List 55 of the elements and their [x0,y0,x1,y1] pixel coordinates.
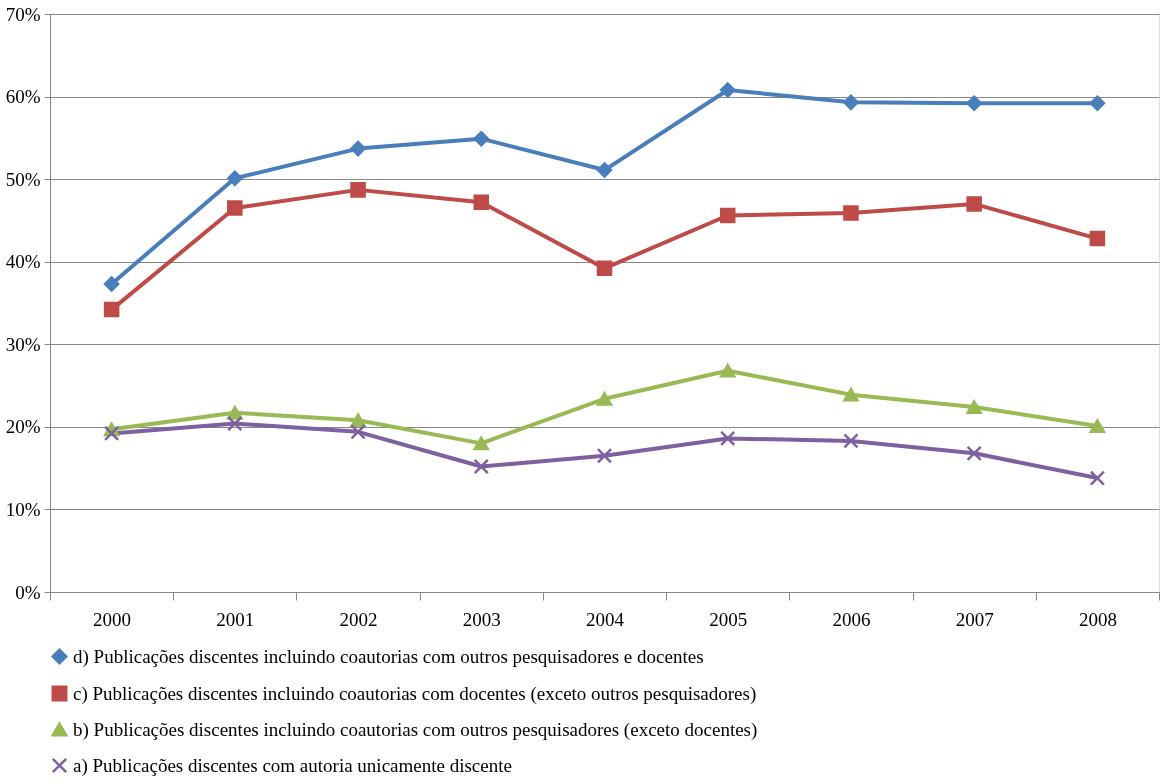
point [1089,419,1106,433]
point [843,387,859,402]
y-tick-label: 60% [5,86,41,108]
point [103,301,120,318]
point [1089,470,1106,486]
y-tick-label: 20% [5,416,41,438]
point [350,413,366,428]
point [843,94,859,111]
legend-label: d) Publicações discentes incluindo coautorias com outros pesquisadores e docentes [73,645,704,668]
point [596,260,613,277]
y-tick-label: 10% [5,498,41,520]
legend-label: c) Publicações discentes incluindo coautorias com docentes (exceto outros pesquisadores) [73,682,757,705]
legend-label: b) Publicações discentes incluindo coautorias com outros pesquisadores (exceto docentes) [73,718,758,741]
point [596,162,613,178]
legend-label: a) Publicações discentes com autoria unicamente discente [73,754,512,777]
point [1089,95,1106,111]
point [966,445,982,462]
x-tick-label: 2008 [1078,608,1117,630]
point [473,194,490,211]
point [719,363,736,378]
point [473,130,490,147]
y-tick-label: 70% [5,3,41,25]
x-tick-label: 2000 [93,608,132,630]
point [350,182,366,198]
y-tick-label: 50% [5,168,41,190]
point [719,82,736,98]
x-tick-label: 2002 [339,608,378,630]
point [1089,230,1106,247]
x-tick-label: 2006 [832,608,871,630]
point [473,458,490,475]
point [966,196,982,212]
y-tick-label: 40% [5,251,41,273]
y-tick-label: 30% [5,333,41,355]
x-tick-label: 2007 [955,608,994,630]
point [966,95,982,111]
point [843,205,859,221]
point [103,276,120,292]
point [596,391,613,406]
point [227,170,243,187]
point [596,447,613,464]
point [350,424,366,440]
x-tick-label: 2004 [586,608,625,630]
x-tick-label: 2005 [709,608,748,630]
y-tick-label: 0% [15,581,41,603]
point [719,207,736,224]
point [473,436,490,451]
x-tick-label: 2001 [216,608,255,630]
point [719,430,736,447]
point [350,140,366,157]
point [227,200,243,216]
point [966,400,982,414]
point [843,433,859,449]
point [103,425,120,442]
point [227,415,243,432]
x-tick-label: 2003 [462,608,501,630]
